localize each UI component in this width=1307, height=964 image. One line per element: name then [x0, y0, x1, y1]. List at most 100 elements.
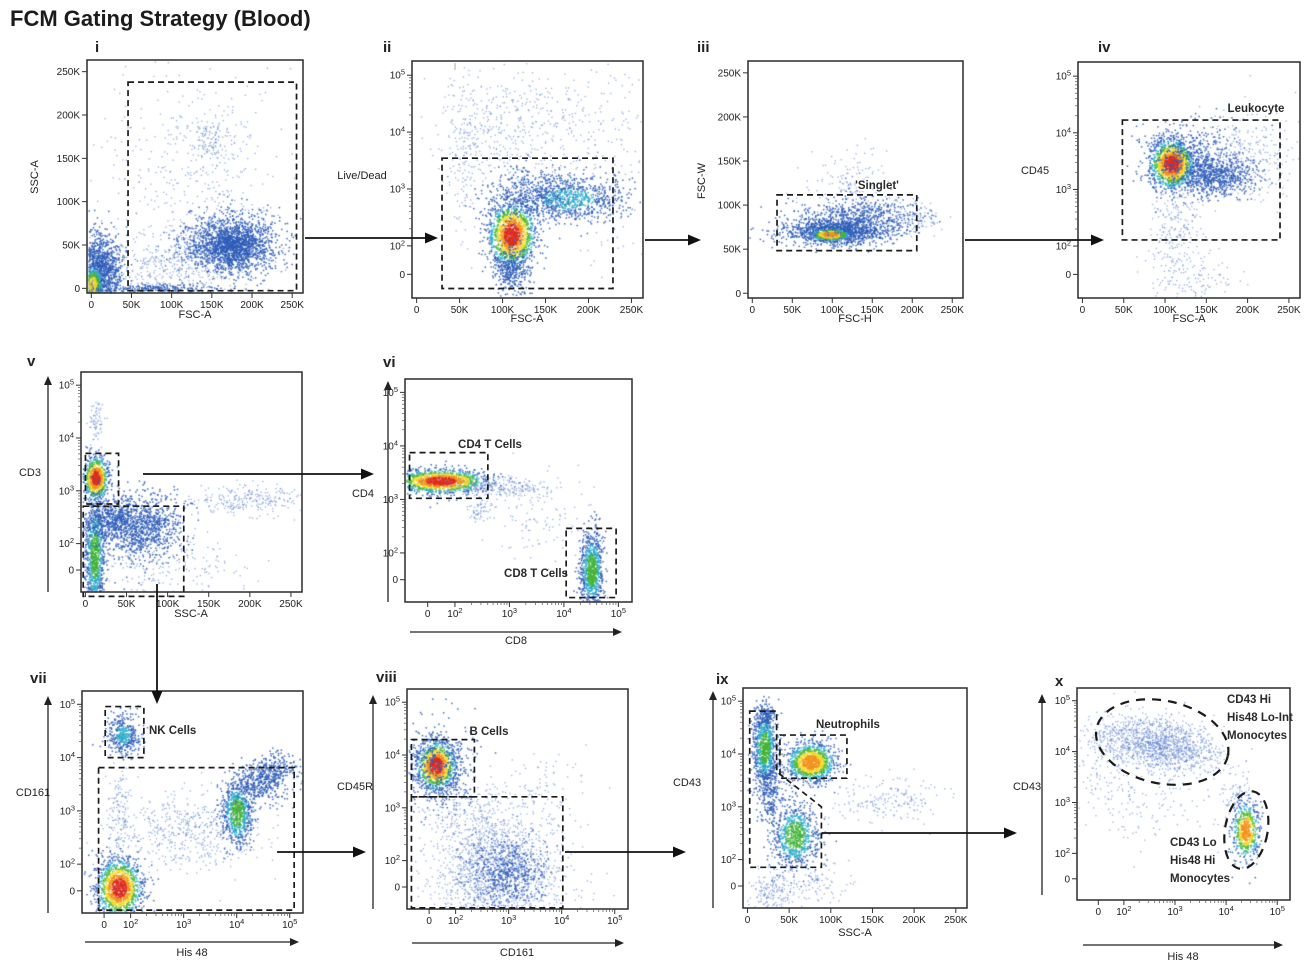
gate-label-x-1-line0: CD43 Lo: [1170, 837, 1217, 849]
gate-ix-0: [779, 734, 848, 780]
tick-label: 104: [1218, 904, 1233, 918]
tick-label: 200K: [718, 112, 742, 123]
y-axis-arrowhead-icon: [44, 376, 52, 385]
tick-label: 0: [414, 305, 420, 316]
tick-label: 103: [60, 803, 75, 817]
gate-label-iii-0: 'Singlet': [855, 180, 899, 192]
panel-label-x: x: [1055, 673, 1064, 690]
y-axis-label-vii: CD161: [16, 787, 50, 799]
gating-arrow-vii-to-viii-head-icon: [353, 846, 366, 858]
x-axis-label-i: FSC-A: [179, 309, 213, 321]
gating-arrow-ii-to-iii-head-icon: [688, 234, 701, 246]
gate-label-x-1-line1: His48 Hi: [1170, 855, 1215, 867]
tick-label: 0: [392, 575, 398, 586]
tick-label: 250K: [718, 68, 742, 79]
gating-arrow-viii-to-ix-head-icon: [673, 846, 686, 858]
y-axis-arrowhead-icon: [369, 695, 377, 704]
tick-label: 0: [68, 566, 74, 577]
y-axis-arrowhead-icon: [44, 696, 52, 705]
plot-border-vi: [404, 378, 633, 603]
tick-label: 200K: [1236, 305, 1260, 316]
tick-label: 0: [745, 915, 751, 926]
tick-label: 100K: [491, 305, 515, 316]
tick-label: 250K: [620, 305, 644, 316]
gate-v-1: [82, 505, 185, 598]
x-axis-label-ii: FSC-A: [511, 313, 545, 325]
tick-label: 250K: [1277, 305, 1301, 316]
panel-label-viii: viii: [376, 669, 397, 686]
tick-label: 103: [1167, 904, 1182, 918]
panel-label-iii: iii: [697, 39, 710, 56]
tick-label: 150K: [534, 305, 558, 316]
tick-label: 100K: [821, 305, 845, 316]
tick-label: 105: [1056, 69, 1071, 83]
tick-label: 102: [448, 913, 463, 927]
tick-label: 50K: [118, 599, 136, 610]
tick-label: 150K: [200, 300, 224, 311]
y-axis-label-vi: CD4: [352, 488, 374, 500]
tick-label: 102: [59, 536, 74, 550]
tick-label: 250K: [944, 915, 968, 926]
tick-label: 200K: [57, 110, 81, 121]
panel-label-ix: ix: [716, 671, 729, 688]
plot-border-x: [1076, 687, 1291, 901]
y-axis-arrowhead-icon: [384, 381, 392, 390]
tick-label: 102: [447, 606, 462, 620]
tick-label: 104: [385, 748, 400, 762]
gate-ii-0: [441, 157, 614, 290]
tick-label: 50K: [62, 241, 80, 252]
tick-label: 102: [385, 853, 400, 867]
y-axis-arrowhead-icon: [1038, 694, 1046, 703]
y-axis-label-iv: CD45: [1021, 165, 1049, 177]
gate-viii-0: [410, 738, 476, 798]
plot-border-ix: [742, 687, 968, 909]
tick-label: 0: [730, 882, 736, 893]
tick-label: 104: [1055, 744, 1070, 758]
plot-border-v: [80, 371, 303, 593]
panel-label-iv: iv: [1098, 39, 1111, 56]
gate-label-ix-0: Neutrophils: [816, 719, 880, 731]
gate-label-x-1-line2: Monocytes: [1170, 873, 1230, 885]
gate-i-0: [127, 81, 298, 292]
tick-label: 103: [383, 492, 398, 506]
tick-label: 50K: [451, 305, 469, 316]
panel-note-ii: I: [454, 62, 457, 73]
tick-label: 100K: [160, 300, 184, 311]
gate-ix-1: [748, 710, 823, 869]
y-axis-label-iii: FSC-W: [696, 162, 708, 199]
plot-border-iii: [747, 60, 964, 299]
tick-label: 105: [1055, 693, 1070, 707]
gate-x-1: [1223, 790, 1270, 870]
gate-v-0: [84, 452, 120, 505]
tick-label: 103: [502, 606, 517, 620]
panel-label-v: v: [27, 353, 36, 370]
tick-label: 102: [1116, 904, 1131, 918]
tick-label: 105: [282, 917, 297, 931]
tick-label: 0: [74, 284, 80, 295]
tick-label: 0: [83, 599, 89, 610]
tick-label: 50K: [123, 300, 141, 311]
tick-label: 0: [399, 270, 405, 281]
tick-label: 102: [60, 857, 75, 871]
y-axis-label-ix: CD43: [673, 777, 701, 789]
tick-label: 200K: [901, 305, 925, 316]
tick-label: 50K: [1115, 305, 1133, 316]
tick-label: 102: [383, 545, 398, 559]
tick-label: 104: [383, 438, 398, 452]
tick-label: 150K: [861, 915, 885, 926]
gate-label-x-0-line1: His48 Lo-Int: [1227, 712, 1293, 724]
panel-label-vii: vii: [30, 670, 47, 687]
x-axis-label-iv: FSC-A: [1173, 313, 1207, 325]
gate-vi-0: [408, 451, 489, 500]
x-axis-label-v: SSC-A: [174, 608, 208, 620]
tick-label: 50K: [783, 305, 801, 316]
gating-arrow-ix-to-x-head-icon: [1004, 827, 1017, 839]
plot-border-ii: [411, 60, 644, 299]
gate-iii-0: [776, 194, 918, 252]
tick-label: 102: [390, 238, 405, 252]
tick-label: 104: [721, 747, 736, 761]
gating-arrow-v-to-vii-head-icon: [151, 691, 163, 704]
tick-label: 102: [123, 917, 138, 931]
x-axis-arrowhead-icon: [613, 628, 622, 636]
